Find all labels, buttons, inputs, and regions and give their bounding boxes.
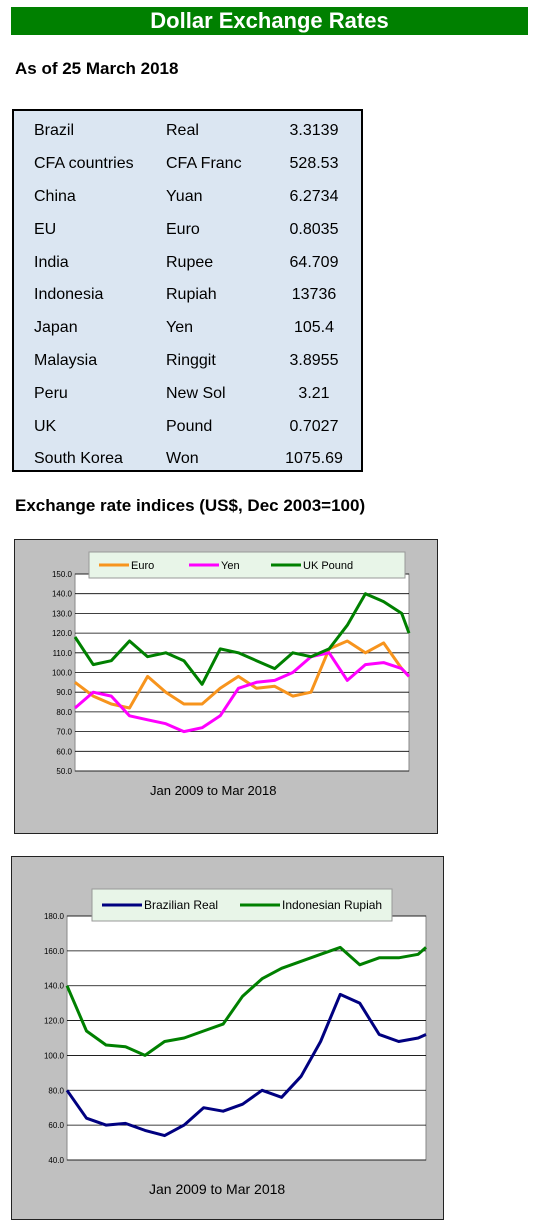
rate-row: Indonesia Rupiah 13736 xyxy=(34,279,346,312)
rate-currency: Pound xyxy=(166,417,213,435)
rate-currency: Ringgit xyxy=(166,351,216,369)
rate-country: UK xyxy=(34,417,57,435)
rate-currency: CFA Franc xyxy=(166,155,242,173)
rate-value: 6.2734 xyxy=(289,187,339,205)
legend-label: Brazilian Real xyxy=(144,898,218,912)
y-tick-label: 60.0 xyxy=(56,747,72,756)
rate-country: China xyxy=(34,187,76,205)
y-tick-label: 90.0 xyxy=(56,688,72,697)
y-tick-label: 50.0 xyxy=(56,767,72,776)
rate-country: EU xyxy=(34,220,57,238)
rate-row: South Korea Won 1075.69 xyxy=(34,443,346,476)
rate-currency: Yuan xyxy=(166,187,203,205)
y-tick-label: 80.0 xyxy=(56,708,72,717)
rate-value: 3.21 xyxy=(298,384,330,402)
plot-area xyxy=(66,915,427,1161)
rates-table: Brazil Real 3.3139 CFA countries CFA Franc 52… xyxy=(12,109,363,472)
rate-country: Brazil xyxy=(34,122,75,140)
rate-value: 13736 xyxy=(291,286,337,304)
rate-country: South Korea xyxy=(34,450,123,468)
legend-label: UK Pound xyxy=(303,560,353,572)
indices-heading: Exchange rate indices (US$, Dec 2003=100… xyxy=(15,496,366,515)
series-line-1 xyxy=(65,945,427,1057)
rate-row: India Rupee 64.709 xyxy=(34,246,346,279)
chart-euro-yen-pound-svg: 150.0 140.0 130.0 120.0 110.0 100.0 90.0 80.0 70… xyxy=(52,551,411,776)
legend-box xyxy=(88,551,406,579)
rate-value: 105.4 xyxy=(293,319,335,337)
rate-currency: Euro xyxy=(166,220,200,238)
rate-row: Brazil Real 3.3139 xyxy=(34,115,346,148)
rate-row: Malaysia Ringgit 3.8955 xyxy=(34,345,346,378)
rate-value: 0.8035 xyxy=(289,220,339,238)
chart-2-x-label: Jan 2009 to Mar 2018 xyxy=(149,1181,286,1197)
rates-table-body: Brazil Real 3.3139 CFA countries CFA Franc 52… xyxy=(34,115,346,476)
rate-row: Japan Yen 105.4 xyxy=(34,312,346,345)
legend-label: Indonesian Rupiah xyxy=(282,898,382,912)
y-tick-label: 60.0 xyxy=(48,1121,64,1130)
rate-currency: Rupiah xyxy=(166,286,217,304)
chart-1-x-label: Jan 2009 to Mar 2018 xyxy=(150,783,277,798)
rate-row: Peru New Sol 3.21 xyxy=(34,377,346,410)
rate-value: 3.8955 xyxy=(289,351,339,369)
rate-value: 64.709 xyxy=(289,253,339,271)
rate-country: Malaysia xyxy=(34,351,98,369)
rate-currency: New Sol xyxy=(166,384,226,402)
rate-row: EU Euro 0.8035 xyxy=(34,213,346,246)
y-tick-label: 130.0 xyxy=(52,609,73,618)
y-tick-label: 120.0 xyxy=(44,1017,65,1026)
series-line-0 xyxy=(65,992,427,1138)
y-tick-label: 160.0 xyxy=(44,947,65,956)
rate-country: CFA countries xyxy=(34,155,134,173)
rate-country: Indonesia xyxy=(34,286,104,304)
y-tick-label: 120.0 xyxy=(52,629,73,638)
rate-currency: Real xyxy=(166,122,199,140)
rate-value: 3.3139 xyxy=(289,122,339,140)
legend-label: Euro xyxy=(131,560,154,572)
as-of-date: As of 25 March 2018 xyxy=(15,59,179,78)
rate-value: 528.53 xyxy=(289,155,339,173)
rate-row: China Yuan 6.2734 xyxy=(34,181,346,214)
y-tick-label: 150.0 xyxy=(52,570,73,579)
legend-label: Yen xyxy=(221,560,240,572)
rate-row: CFA countries CFA Franc 528.53 xyxy=(34,148,346,181)
rate-currency: Won xyxy=(166,450,199,468)
y-tick-label: 100.0 xyxy=(52,669,73,678)
rate-country: India xyxy=(34,253,69,271)
chart-real-rupiah: 180.0 160.0 140.0 120.0 100.0 80.0 60.0 40.0 Bra… xyxy=(11,856,444,1220)
rate-currency: Rupee xyxy=(166,253,214,271)
page-title: Dollar Exchange Rates xyxy=(11,7,528,35)
y-tick-label: 100.0 xyxy=(44,1051,65,1060)
series-line-2 xyxy=(73,592,411,686)
y-tick-label: 80.0 xyxy=(48,1086,64,1095)
series-line-0 xyxy=(74,639,411,710)
rate-country: Japan xyxy=(34,319,78,337)
series-line-1 xyxy=(74,651,411,734)
rate-currency: Yen xyxy=(166,319,193,337)
y-tick-label: 140.0 xyxy=(52,590,73,599)
y-tick-label: 180.0 xyxy=(44,912,65,921)
rate-value: 1075.69 xyxy=(285,450,343,468)
rate-row: UK Pound 0.7027 xyxy=(34,410,346,443)
chart-euro-yen-pound: 150.0 140.0 130.0 120.0 110.0 100.0 90.0 80.0 70… xyxy=(14,539,438,834)
rate-country: Peru xyxy=(34,384,68,402)
y-tick-label: 70.0 xyxy=(56,728,72,737)
y-tick-label: 40.0 xyxy=(48,1156,64,1165)
y-tick-label: 110.0 xyxy=(53,649,73,658)
rate-value: 0.7027 xyxy=(289,417,339,435)
chart-real-rupiah-svg: 180.0 160.0 140.0 120.0 100.0 80.0 60.0 40.0 Bra… xyxy=(44,888,427,1165)
y-tick-label: 140.0 xyxy=(44,982,65,991)
